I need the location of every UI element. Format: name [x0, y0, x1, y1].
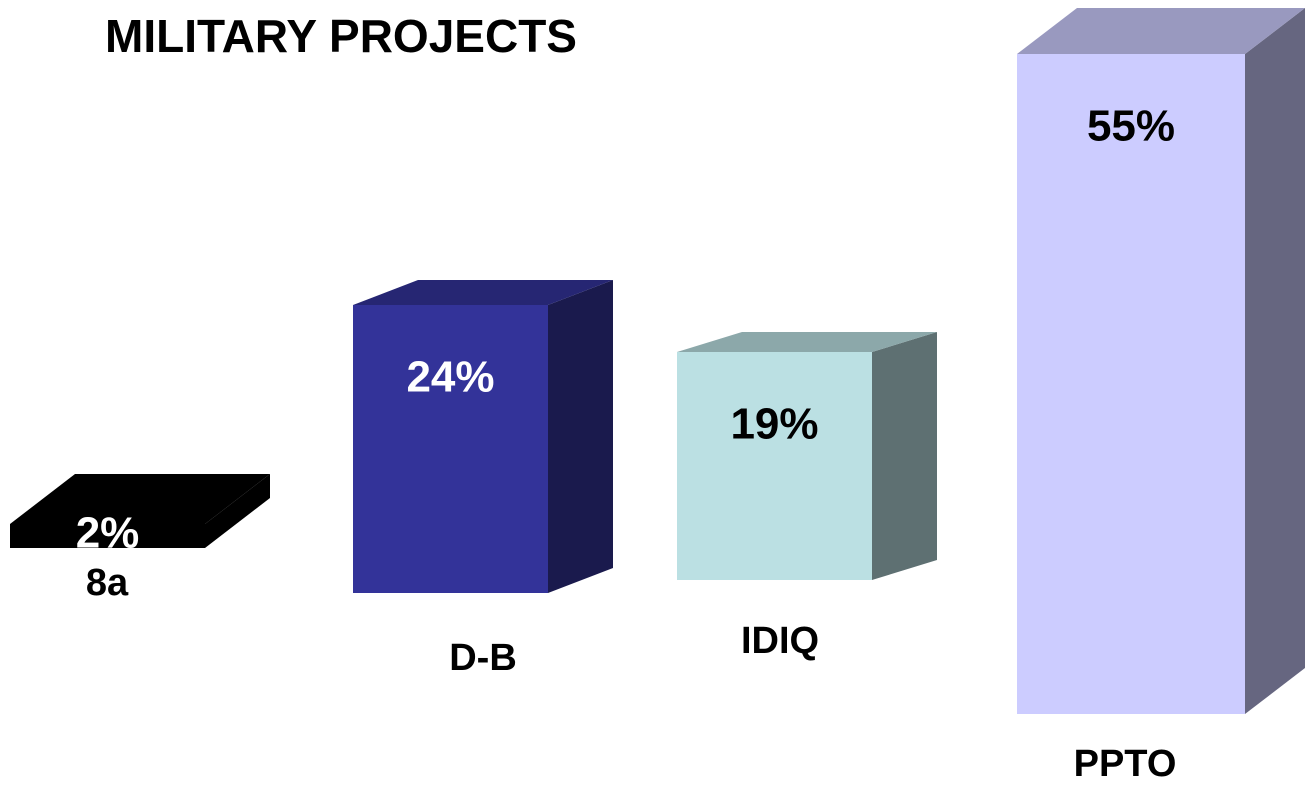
bar-side: [872, 332, 937, 580]
bar: [677, 352, 872, 580]
value-label: 24%: [406, 353, 494, 402]
value-label: 19%: [730, 400, 818, 449]
bar-top: [1017, 8, 1305, 54]
category-label: 8a: [86, 562, 129, 604]
chart-title: MILITARY PROJECTS: [105, 10, 577, 62]
bar: [353, 305, 548, 593]
bar-top: [677, 332, 937, 352]
bar-side: [548, 280, 613, 593]
bar-side: [1245, 8, 1305, 714]
category-label: D-B: [449, 637, 517, 679]
category-label: PPTO: [1074, 743, 1177, 785]
bar-top: [10, 474, 270, 524]
bar-top: [353, 280, 613, 305]
bar-side: [205, 474, 270, 548]
value-label: 55%: [1087, 102, 1175, 151]
value-label: 2%: [76, 509, 140, 558]
bar: [1017, 54, 1245, 714]
bar: [10, 524, 205, 548]
category-label: IDIQ: [741, 620, 819, 662]
